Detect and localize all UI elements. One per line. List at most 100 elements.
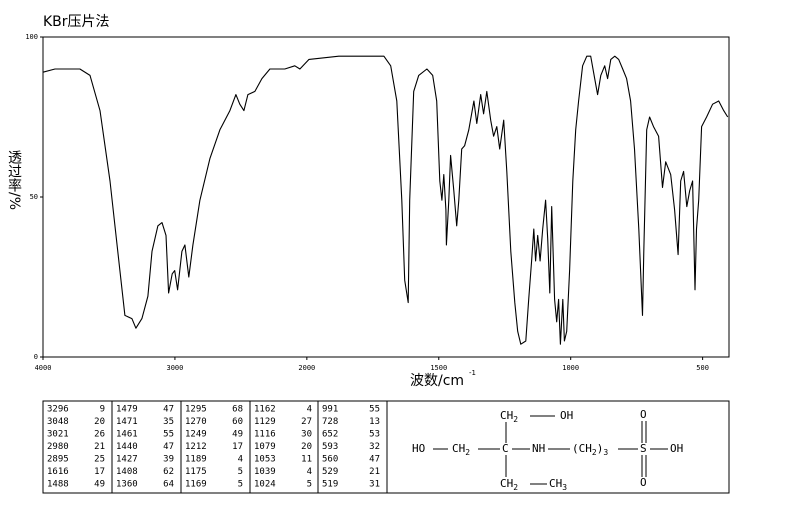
peak-wavenumber: 560 (322, 455, 338, 465)
atom-label: CH (500, 477, 513, 490)
peak-transmittance: 20 (301, 442, 312, 452)
peak-transmittance: 9 (100, 405, 105, 415)
structure-group: CH2 (500, 409, 518, 424)
peak-wavenumber: 1471 (116, 417, 138, 427)
table-dividers (111, 401, 388, 493)
peak-wavenumber: 1129 (254, 417, 276, 427)
peak-transmittance: 47 (163, 442, 174, 452)
peak-wavenumber: 1039 (254, 467, 276, 477)
peak-wavenumber: 1079 (254, 442, 276, 452)
structure-bonds (433, 415, 668, 485)
peak-transmittance: 60 (232, 417, 243, 427)
structure-group: S (640, 442, 647, 455)
peak-wavenumber: 1169 (185, 480, 207, 490)
peak-transmittance: 17 (232, 442, 243, 452)
x-tick-label: 1000 (562, 364, 579, 372)
peak-wavenumber: 1053 (254, 455, 276, 465)
chart-title: KBr压片法 (43, 14, 110, 30)
peak-wavenumber: 1295 (185, 405, 207, 415)
peak-wavenumber: 1175 (185, 467, 207, 477)
atom-label: CH (549, 477, 562, 490)
table-frame (42, 400, 730, 494)
peak-wavenumber: 1249 (185, 430, 207, 440)
peak-wavenumber: 1427 (116, 455, 138, 465)
peak-wavenumber: 1116 (254, 430, 276, 440)
peak-transmittance: 25 (94, 455, 105, 465)
structure-group: NH (532, 442, 545, 455)
x-tick-label: 1500 (430, 364, 447, 372)
peak-wavenumber: 2895 (47, 455, 69, 465)
peak-transmittance: 5 (238, 467, 243, 477)
structure-group: CH2 (452, 442, 470, 457)
peak-wavenumber: 529 (322, 467, 338, 477)
peak-transmittance: 5 (238, 480, 243, 490)
spectrum-line (42, 55, 729, 345)
atom-subscript: 2 (465, 448, 470, 457)
x-axis-label: 波数/cm (410, 373, 464, 389)
peak-transmittance: 62 (163, 467, 174, 477)
structure-group: O (640, 408, 647, 421)
peak-wavenumber: 1360 (116, 480, 138, 490)
atom-label: S (640, 442, 647, 455)
peak-wavenumber: 519 (322, 480, 338, 490)
x-tick-label: 500 (696, 364, 709, 372)
peak-wavenumber: 593 (322, 442, 338, 452)
x-axis-label-superscript: -1 (469, 369, 476, 377)
atom-label: CH (452, 442, 465, 455)
peak-transmittance: 64 (163, 480, 174, 490)
peak-transmittance: 5 (307, 480, 312, 490)
peak-wavenumber: 1270 (185, 417, 207, 427)
peak-transmittance: 21 (94, 442, 105, 452)
atom-label: ) (597, 442, 604, 455)
y-axis-label-box: 透过率/% (6, 150, 22, 211)
peak-wavenumber: 1461 (116, 430, 138, 440)
peak-wavenumber: 1162 (254, 405, 276, 415)
structure-group: OH (670, 442, 683, 455)
y-tick-label: 50 (30, 193, 38, 201)
atom-label: HO (412, 442, 425, 455)
peak-transmittance: 11 (301, 455, 312, 465)
peak-wavenumber: 728 (322, 417, 338, 427)
peak-transmittance: 68 (232, 405, 243, 415)
y-axis-label: 透过率/% (6, 150, 22, 211)
peak-transmittance: 47 (369, 455, 380, 465)
peak-wavenumber: 3021 (47, 430, 69, 440)
peak-transmittance: 53 (369, 430, 380, 440)
plot-frame (42, 36, 730, 358)
structure-group: O (640, 476, 647, 489)
peak-wavenumber: 3048 (47, 417, 69, 427)
peak-transmittance: 20 (94, 417, 105, 427)
atom-label: NH (532, 442, 545, 455)
atom-label: OH (670, 442, 683, 455)
peak-transmittance: 30 (301, 430, 312, 440)
peak-transmittance: 21 (369, 467, 380, 477)
peak-transmittance: 35 (163, 417, 174, 427)
peak-transmittance: 4 (238, 455, 243, 465)
peak-transmittance: 39 (163, 455, 174, 465)
y-tick-label: 100 (25, 33, 38, 41)
peak-transmittance: 27 (301, 417, 312, 427)
peak-transmittance: 55 (369, 405, 380, 415)
peak-wavenumber: 1440 (116, 442, 138, 452)
structure-group: C (502, 442, 509, 455)
x-tick-label: 4000 (35, 364, 52, 372)
peak-transmittance: 47 (163, 405, 174, 415)
peak-transmittance: 4 (307, 467, 312, 477)
peak-wavenumber: 1616 (47, 467, 69, 477)
peak-wavenumber: 1024 (254, 480, 276, 490)
atom-label: CH (500, 409, 513, 422)
peak-wavenumber: 2980 (47, 442, 69, 452)
peak-wavenumber: 3296 (47, 405, 69, 415)
atom-label: OH (560, 409, 573, 422)
peak-transmittance: 32 (369, 442, 380, 452)
peak-wavenumber: 1212 (185, 442, 207, 452)
structure-group: HO (412, 442, 425, 455)
peak-transmittance: 31 (369, 480, 380, 490)
atom-label: C (502, 442, 509, 455)
peak-transmittance: 49 (232, 430, 243, 440)
structure-group: CH3 (549, 477, 567, 492)
x-tick-label: 2000 (298, 364, 315, 372)
peak-wavenumber: 1479 (116, 405, 138, 415)
peak-wavenumber: 1488 (47, 480, 69, 490)
